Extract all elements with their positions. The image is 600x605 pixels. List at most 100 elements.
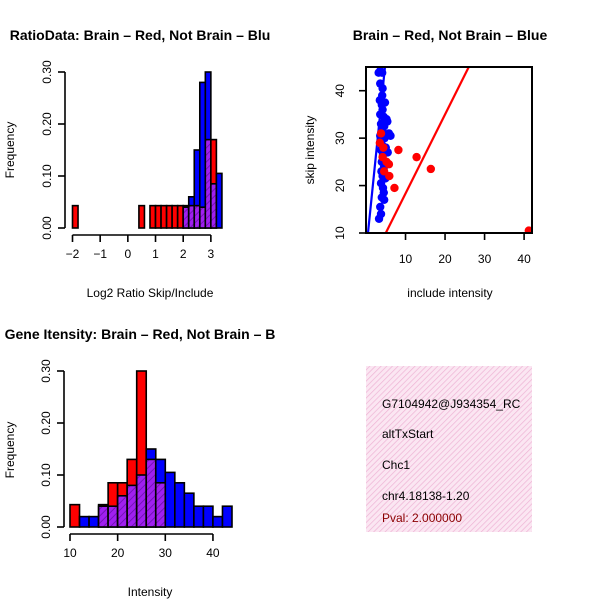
ratio-hist-bar-brain [71,204,79,229]
ratio-hist-bar-brain [165,204,173,229]
info-panel: G7104942@J934354_RC altTxStart Chc1 chr4… [366,366,532,532]
ratio-hist-bar-overlap [198,206,207,229]
intensity-histogram-bars [69,370,233,528]
ratio-hist-bar-overlap [187,204,196,229]
scatter-axes: 10 20 30 40 10 20 30 40 [333,84,531,266]
intensity-hist-y-tick-label: 0.10 [39,463,53,487]
ratio-histogram-panel: RatioData: Brain – Red, Not Brain – Blu … [3,27,270,300]
intensity-hist-bar-overlap [154,481,167,528]
intensity-hist-x-tick-label: 40 [206,546,220,560]
intensity-hist-bar-not-brain [78,515,90,528]
intensity-hist-bar-not-brain [212,515,224,528]
intensity-hist-bar-overlap [135,474,148,528]
intensity-hist-bar-overlap [116,494,128,528]
brain-point [524,226,532,233]
not-brain-point [376,209,386,219]
intensity-hist-bar-overlap [107,505,119,528]
info-location: chr4.18138-1.20 [382,489,470,503]
ratio-hist-bar-not-brain [198,81,207,229]
intensity-histogram-axes: 10 20 30 40 0.00 0.10 0.20 0.30 [39,359,220,560]
brain-point [390,183,399,193]
ratio-hist-bar-brain [154,204,162,229]
not-brain-point [378,84,387,93]
ratio-hist-bar-overlap [193,204,201,229]
scatter-y-tick-label: 30 [333,131,347,145]
intensity-hist-x-tick-label: 30 [159,546,173,560]
scatter-x-tick-label: 40 [517,252,531,266]
intensity-histogram-ylabel: Frequency [3,422,17,479]
ratio-hist-y-tick-label: 0.10 [40,164,54,188]
ratio-hist-x-tick-label: 2 [180,247,187,261]
not-brain-point [379,195,389,204]
intensity-hist-bar-not-brain [164,471,176,528]
intensity-histogram-title: Gene Itensity: Brain – Red, Not Brain – … [5,326,276,342]
scatter-x-tick-label: 20 [438,252,452,266]
scatter-y-tick-label: 20 [333,179,347,193]
ratio-histogram-xlabel: Log2 Ratio Skip/Include [87,286,214,300]
ratio-hist-x-tick-label: 3 [208,247,215,261]
brain-point [384,160,394,169]
intensity-hist-y-tick-label: 0.20 [39,411,53,435]
ratio-histogram-bars [71,71,223,229]
ratio-hist-bar-brain [171,204,179,229]
intensity-hist-bar-overlap [126,484,138,528]
brain-point [412,152,421,162]
intensity-scatter-panel: Brain – Red, Not Brain – Blue 10 20 30 4010… [303,27,547,300]
intensity-hist-bar-not-brain [88,515,100,528]
brain-point [394,145,403,155]
scatter-xlabel: include intensity [407,286,492,300]
info-probe-id: G7104942@J934354_RC [382,397,521,411]
scatter-y-tick-label: 10 [333,226,347,240]
ratio-hist-bar-brain [160,204,168,229]
intensity-hist-bar-not-brain [221,505,233,528]
scatter-content [366,67,532,233]
not-brain-point [380,98,390,107]
intensity-hist-bar-not-brain [202,505,214,528]
intensity-hist-x-tick-label: 10 [63,546,77,560]
brain-point [426,164,436,174]
ratio-hist-x-tick-label: 0 [125,247,132,261]
scatter-y-tick-label: 40 [333,84,347,98]
ratio-histogram-ylabel: Frequency [3,122,17,179]
ratio-hist-y-tick-label: 0.20 [40,112,54,136]
intensity-hist-bar-overlap [145,458,157,528]
intensity-hist-y-tick-label: 0.00 [39,515,53,539]
ratio-hist-bar-not-brain [215,172,223,229]
intensity-hist-y-tick-label: 0.30 [39,359,53,383]
scatter-ylabel: skip intensity [303,116,317,185]
intensity-histogram-panel: Gene Itensity: Brain – Red, Not Brain – … [3,326,275,599]
ratio-hist-y-tick-label: 0.00 [40,216,54,240]
ratio-histogram-title: RatioData: Brain – Red, Not Brain – Blu [10,27,271,43]
intensity-hist-bar-brain [69,503,81,528]
intensity-hist-bar-not-brain [174,481,186,528]
intensity-hist-bar-not-brain [183,492,195,528]
intensity-hist-bar-overlap [97,505,109,528]
scatter-title: Brain – Red, Not Brain – Blue [353,27,548,43]
scatter-x-tick-label: 10 [399,252,413,266]
info-pval: Pval: 2.000000 [382,511,462,525]
ratio-hist-y-tick-label: 0.30 [40,60,54,84]
intensity-histogram-xlabel: Intensity [128,585,173,599]
not-brain-point [376,202,385,212]
brain-fit-line [384,67,470,233]
info-background [366,366,532,532]
intensity-hist-bar-not-brain [193,505,205,528]
brain-point [376,129,386,138]
ratio-hist-bar-brain [176,204,184,229]
info-gene-name: Chc1 [382,458,410,472]
scatter-x-tick-label: 30 [478,252,492,266]
brain-point [379,143,388,152]
not-brain-point [378,68,387,77]
ratio-hist-bar-overlap [210,183,218,229]
ratio-hist-x-tick-label: −2 [66,247,80,261]
ratio-histogram-axes: −2 −1 0 1 2 3 0.00 0.10 0.20 0.30 [40,60,215,261]
not-brain-point [386,131,395,140]
ratio-hist-x-tick-label: 1 [152,247,159,261]
ratio-hist-bar-overlap [182,206,190,229]
ratio-hist-bar-brain [138,204,146,229]
scatter-plot-area [366,67,532,233]
brain-point [385,171,394,181]
scatter-frame [365,66,533,234]
ratio-hist-x-tick-label: −1 [93,247,107,261]
